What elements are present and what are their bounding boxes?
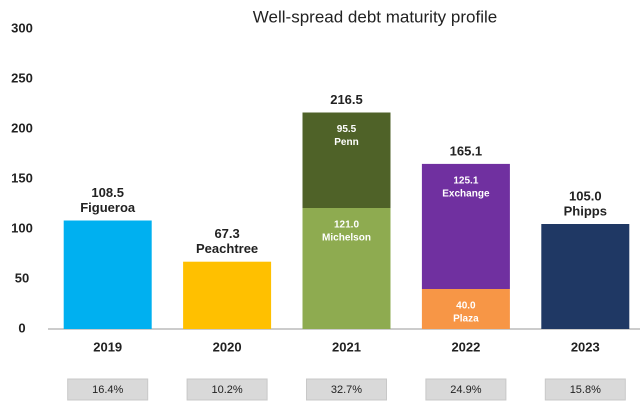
x-tick-label: 2020 [213,339,242,354]
segment-name: Michelson [322,233,371,244]
segment-name: Plaza [453,314,479,325]
share-label: 32.7% [331,384,362,396]
value-label: 40.0 [456,301,476,312]
y-tick-label: 150 [11,170,33,185]
bar-segment [421,163,510,289]
share-label: 16.4% [92,384,123,396]
share-box [306,378,387,401]
share-box [544,378,626,401]
segment-name: Exchange [442,189,490,200]
x-tick-label: 2022 [451,339,480,354]
x-tick-label: 2019 [93,339,122,354]
value-label: 105.0 [569,188,602,203]
total-label: 165.1 [450,143,483,158]
share-label: 10.2% [211,384,242,396]
share-box [67,378,149,401]
y-tick-label: 0 [18,320,25,335]
value-label: 95.5 [337,124,357,135]
y-tick-label: 200 [11,120,33,135]
share-box [186,378,268,401]
share-label: 15.8% [570,384,601,396]
value-label: 125.1 [453,176,478,187]
x-tick-label: 2023 [571,339,600,354]
total-label: 216.5 [330,92,363,107]
share-label: 24.9% [450,384,481,396]
value-label: 108.5 [91,185,124,200]
segment-name: Figueroa [80,200,136,215]
bar-segment [302,112,391,208]
y-tick-label: 250 [11,70,33,85]
bar-segment [63,220,152,329]
chart-title: Well-spread debt maturity profile [253,7,497,26]
segment-name: Penn [334,137,358,148]
x-tick-label: 2021 [332,339,361,354]
bar-segment [183,261,272,329]
y-tick-label: 300 [11,20,33,35]
y-tick-label: 50 [15,270,29,285]
value-label: 121.0 [334,220,359,231]
share-box [425,378,507,401]
value-label: 67.3 [214,226,239,241]
bar-segment [541,224,630,329]
segment-name: Peachtree [196,241,258,256]
bar-segment [302,208,391,329]
y-tick-label: 100 [11,220,33,235]
segment-name: Phipps [564,203,607,218]
bar-segment [421,289,510,329]
